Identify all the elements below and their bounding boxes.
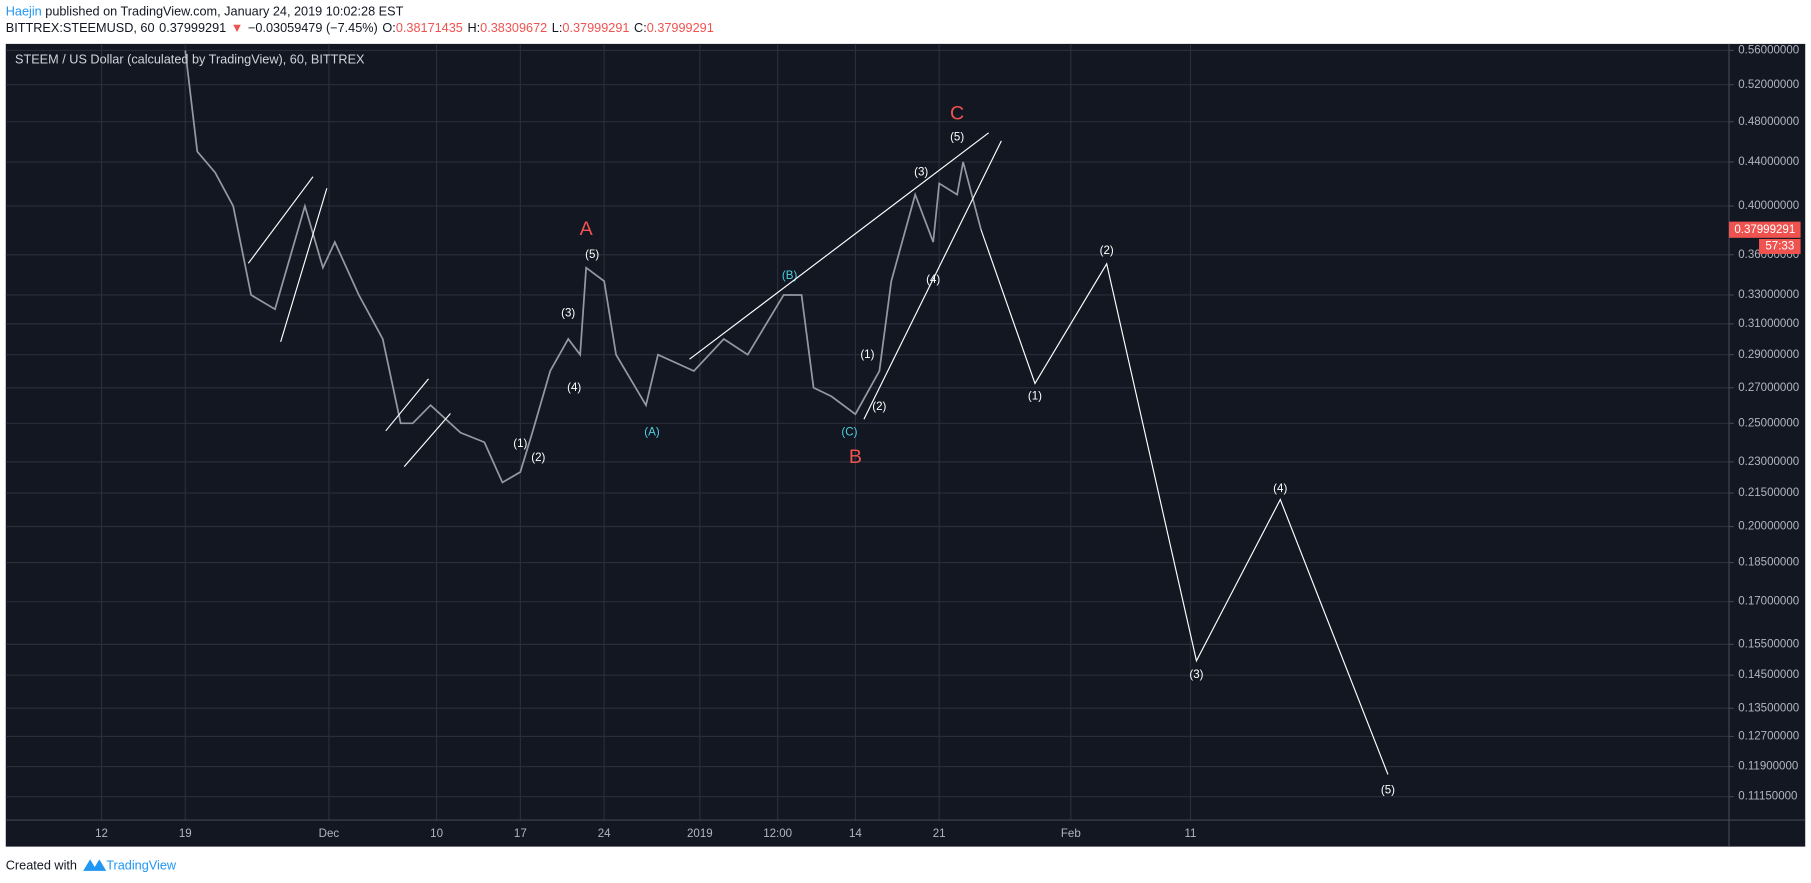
trend-lines xyxy=(247,132,1002,468)
footer-created: Created with xyxy=(6,859,77,873)
x-tick-label: 10 xyxy=(430,828,443,840)
y-tick-label: 0.52000000 xyxy=(1738,79,1799,91)
wave-label: (A) xyxy=(644,427,660,439)
y-tick-label: 0.33000000 xyxy=(1738,289,1799,301)
y-tick-label: 0.48000000 xyxy=(1738,116,1799,128)
low: 0.37999291 xyxy=(562,21,629,35)
y-tick-label: 0.18500000 xyxy=(1738,557,1799,569)
y-tick-label: 0.14500000 xyxy=(1738,669,1799,681)
y-tick-label: 0.11150000 xyxy=(1738,791,1797,803)
y-tick-label: 0.25000000 xyxy=(1738,417,1799,429)
footer-brand[interactable]: TradingView xyxy=(106,859,177,873)
c-label: C: xyxy=(634,21,647,35)
high: 0.38309672 xyxy=(480,21,547,35)
trend-line xyxy=(863,140,1002,420)
y-tick-label: 0.12700000 xyxy=(1738,731,1799,743)
wave-label: A xyxy=(580,218,594,240)
close: 0.37999291 xyxy=(647,21,714,35)
x-tick-label: 24 xyxy=(598,828,611,840)
wave-label: (B) xyxy=(782,270,798,282)
y-tick-label: 0.40000000 xyxy=(1738,200,1799,212)
wave-label: (4) xyxy=(567,382,581,394)
arrow: ▼ xyxy=(231,21,244,35)
wave-label: (3) xyxy=(1189,669,1203,681)
ohlc-line: BITTREX:STEEMUSD, 60 0.37999291 ▼ −0.030594… xyxy=(6,21,714,35)
price-marker-label: 0.37999291 xyxy=(1734,224,1795,236)
y-tick-label: 0.44000000 xyxy=(1738,156,1799,168)
x-tick-label: 21 xyxy=(933,828,946,840)
x-tick-label: 12:00 xyxy=(763,828,792,840)
chart-pane xyxy=(5,43,1806,847)
plot: (1) (2) (3) (4) (5) A (A) (B) (C) B (1) (2) (3) (4) (5… xyxy=(184,50,1395,797)
chart-title: STEEM / US Dollar (calculated by Trading… xyxy=(15,52,365,66)
wave-label: (1) xyxy=(513,438,527,450)
last: 0.37999291 xyxy=(159,21,226,35)
y-tick-label: 0.20000000 xyxy=(1738,521,1799,533)
x-tick-label: 2019 xyxy=(687,828,713,840)
x-tick-label: 19 xyxy=(179,828,192,840)
y-tick-label: 0.56000000 xyxy=(1738,44,1799,56)
y-tick-label: 0.15500000 xyxy=(1738,638,1799,650)
y-tick-label: 0.23000000 xyxy=(1738,456,1799,468)
countdown: 57:33 xyxy=(1765,241,1794,253)
x-tick-label: Dec xyxy=(319,828,340,840)
l-label: L: xyxy=(552,21,563,35)
y-tick-label: 0.27000000 xyxy=(1738,382,1799,394)
y-tick-label: 0.13500000 xyxy=(1738,702,1799,714)
wave-label: (5) xyxy=(1381,785,1395,797)
price-marker xyxy=(1728,221,1801,238)
wave-label: (1) xyxy=(1028,390,1042,402)
wave-label: C xyxy=(950,102,964,124)
wave-label: B xyxy=(849,446,862,468)
x-tick-label: Feb xyxy=(1061,828,1081,840)
countdown-box xyxy=(1759,238,1801,254)
trend-line xyxy=(280,188,328,343)
x-tick-label: 17 xyxy=(514,828,527,840)
x-tick-label: 12 xyxy=(95,828,108,840)
header-line: Haejin published on TradingView.com, Jan… xyxy=(6,5,404,19)
x-tick-label: 11 xyxy=(1184,828,1196,840)
x-tick-label: 14 xyxy=(849,828,862,840)
change: −0.03059479 (−7.45%) xyxy=(248,21,378,35)
o-label: O: xyxy=(382,21,395,35)
wave-label: (1) xyxy=(860,349,874,361)
y-tick-label: 0.31000000 xyxy=(1738,318,1799,330)
y-tick-label: 0.21500000 xyxy=(1738,487,1799,499)
wave-label: (3) xyxy=(561,308,575,320)
wave-label: (C) xyxy=(841,427,857,439)
wave-label: (5) xyxy=(585,249,599,261)
wave-label: (5) xyxy=(950,131,964,143)
trend-line xyxy=(689,132,990,360)
trend-line xyxy=(247,176,314,264)
trend-line xyxy=(385,378,429,432)
y-tick-label: 0.29000000 xyxy=(1738,349,1799,361)
wave-label: (3) xyxy=(914,167,928,179)
wave-label: (2) xyxy=(1100,245,1114,257)
h-label: H: xyxy=(467,21,480,35)
grid xyxy=(5,43,1729,821)
brand-logo xyxy=(83,859,107,871)
price-line xyxy=(184,50,982,484)
y-tick-label: 0.17000000 xyxy=(1738,596,1799,608)
wave-label: (4) xyxy=(1273,483,1287,495)
price-line xyxy=(980,229,1389,775)
wave-label: (2) xyxy=(531,452,545,464)
symbol: BITTREX:STEEMUSD, 60 xyxy=(6,21,155,35)
author[interactable]: Haejin xyxy=(6,5,42,19)
published: published on TradingView.com, January 24… xyxy=(42,5,404,19)
open: 0.38171435 xyxy=(396,21,463,35)
wave-label: (2) xyxy=(872,401,886,413)
trend-line xyxy=(403,413,451,468)
y-tick-label: 0.11900000 xyxy=(1738,761,1798,773)
